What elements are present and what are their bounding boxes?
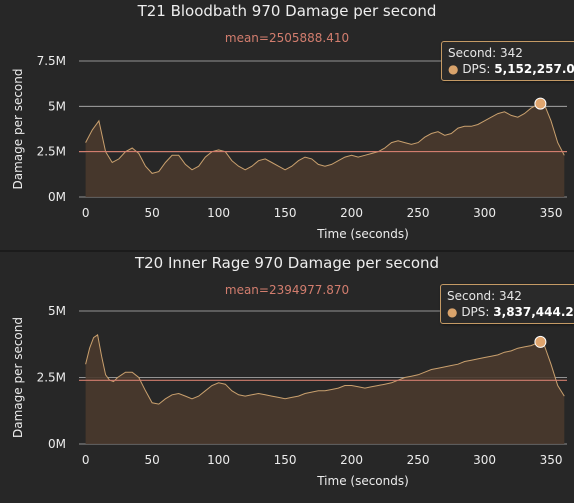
x-tick-label: 200: [340, 206, 363, 220]
x-tick-label: 0: [82, 206, 90, 220]
x-tick-label: 350: [540, 453, 563, 467]
tooltip-series-label: DPS:: [462, 62, 491, 76]
x-tick-label: 100: [207, 206, 230, 220]
x-axis-title: Time (seconds): [316, 474, 409, 488]
chart-panel-t21-bloodbath: T21 Bloodbath 970 Damage per second mean…: [0, 0, 574, 250]
y-axis-title: Damage per second: [11, 317, 25, 438]
dps-area: [85, 103, 565, 197]
x-tick-label: 350: [540, 206, 563, 220]
x-tick-label: 300: [473, 453, 496, 467]
y-tick-label: 7.5M: [37, 54, 66, 68]
y-tick-label: 2.5M: [37, 371, 66, 385]
x-axis-title: Time (seconds): [316, 227, 409, 241]
x-tick-label: 150: [274, 206, 297, 220]
y-axis-title: Damage per second: [11, 69, 25, 190]
y-tick-label: 0M: [48, 190, 66, 204]
x-tick-label: 200: [340, 453, 363, 467]
tooltip-value-row: ● DPS: 3,837,444.2: [447, 304, 574, 320]
y-tick-label: 2.5M: [37, 145, 66, 159]
dps-area-chart[interactable]: 0M 2.5M 5M 7.5M 0 50 100 150 200 250 300 350 Time (s…: [0, 0, 574, 250]
x-tick-label: 250: [407, 453, 430, 467]
chart-tooltip: Second: 342 ● DPS: 5,152,257.0: [441, 41, 574, 81]
x-tick-label: 0: [82, 453, 90, 467]
chart-title: T21 Bloodbath 970 Damage per second: [137, 2, 437, 20]
tooltip-value: 5,152,257.0: [494, 62, 574, 76]
tooltip-value-row: ● DPS: 5,152,257.0: [448, 61, 574, 77]
dps-area: [85, 334, 565, 444]
chart-subtitle-mean: mean=2505888.410: [224, 31, 350, 45]
x-tick-label: 250: [407, 206, 430, 220]
tooltip-second-label: Second: 342: [447, 289, 522, 303]
tooltip-series-label: DPS:: [461, 305, 490, 319]
y-tick-label: 5M: [48, 99, 66, 113]
chart-tooltip: Second: 342 ● DPS: 3,837,444.2: [440, 284, 574, 324]
x-tick-label: 50: [144, 453, 159, 467]
tooltip-second-label: Second: 342: [448, 46, 523, 60]
y-tick-label: 5M: [48, 304, 66, 318]
x-tick-label: 100: [207, 453, 230, 467]
dps-area-chart[interactable]: 0M 2.5M 5M 0 50 100 150 200 250 300 350 Time (secon…: [0, 252, 574, 503]
tooltip-value: 3,837,444.2: [493, 305, 574, 319]
x-tick-label: 150: [274, 453, 297, 467]
hover-marker: [534, 97, 547, 110]
hover-marker: [534, 335, 547, 348]
chart-title: T20 Inner Rage 970 Damage per second: [134, 254, 440, 272]
chart-subtitle-mean: mean=2394977.870: [224, 283, 350, 297]
dps-line: [85, 103, 565, 174]
y-tick-label: 0M: [48, 437, 66, 451]
chart-panel-t20-inner-rage: T20 Inner Rage 970 Damage per second mea…: [0, 252, 574, 503]
dps-line: [85, 334, 565, 405]
series-dot-icon: ●: [447, 305, 458, 319]
series-dot-icon: ●: [448, 62, 459, 76]
x-tick-label: 50: [144, 206, 159, 220]
x-tick-label: 300: [473, 206, 496, 220]
